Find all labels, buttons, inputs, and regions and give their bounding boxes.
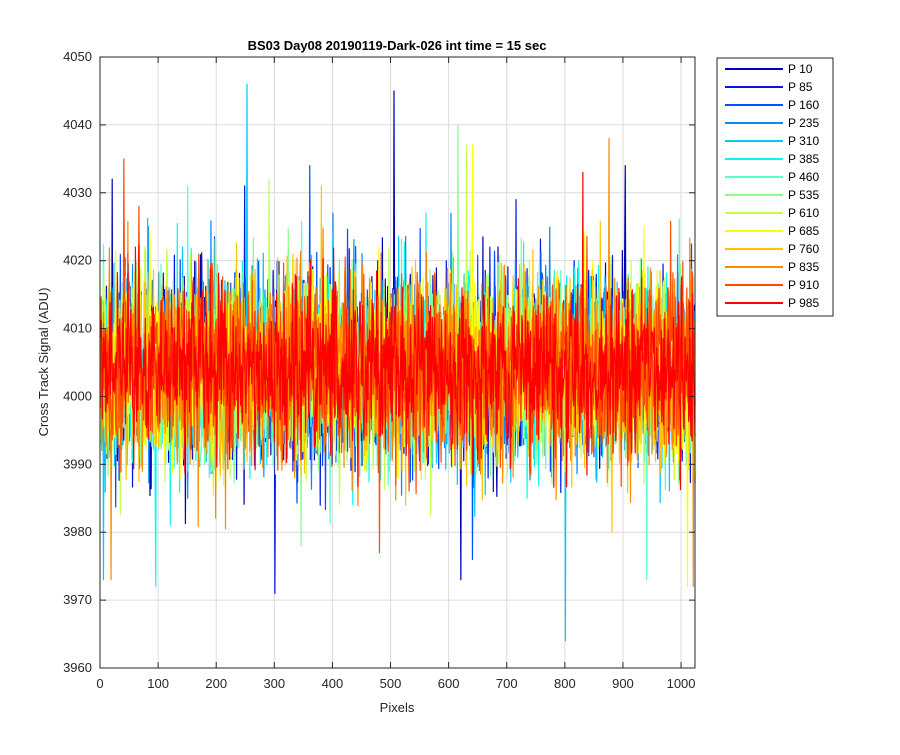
x-tick-label: 100 <box>147 676 169 691</box>
legend-entry-label: P 835 <box>788 260 819 274</box>
y-tick-label: 4010 <box>63 321 92 336</box>
legend-entry-label: P 910 <box>788 278 819 292</box>
legend-box <box>716 57 834 317</box>
legend-entry-label: P 985 <box>788 296 819 310</box>
y-tick-label: 4020 <box>63 253 92 268</box>
chart-title: BS03 Day08 20190119-Dark-026 int time = … <box>248 38 547 53</box>
x-tick-label: 500 <box>380 676 402 691</box>
x-tick-label: 400 <box>322 676 344 691</box>
plot-frame <box>99 56 696 669</box>
x-axis: 0 100 200 300 400 500 600 700 800 900 1000 <box>96 57 696 691</box>
legend-entry-label: P 10 <box>788 62 813 76</box>
y-axis: 3960 3970 3980 3990 4000 4010 4020 4030 4040 4050 <box>63 49 695 675</box>
series-layer <box>99 83 696 642</box>
legend-entry-label: P 535 <box>788 188 819 202</box>
y-tick-label: 4000 <box>63 388 92 403</box>
legend-entry-label: P 760 <box>788 242 819 256</box>
legend-entry-label: P 235 <box>788 116 819 130</box>
legend: P 10 P 85 P 160 P 235 P 310 P 385 P 460 P 535 P … <box>716 57 834 317</box>
y-tick-label: 3960 <box>63 660 92 675</box>
y-tick-label: 3990 <box>63 456 92 471</box>
legend-entry-label: P 310 <box>788 134 819 148</box>
x-tick-label: 300 <box>263 676 285 691</box>
x-tick-label: 1000 <box>667 676 696 691</box>
x-tick-label: 0 <box>96 676 103 691</box>
x-tick-label: 600 <box>438 676 460 691</box>
x-axis-label: Pixels <box>380 700 415 715</box>
x-tick-label: 800 <box>554 676 576 691</box>
series-line-p-985 <box>99 171 696 491</box>
y-tick-label: 3970 <box>63 592 92 607</box>
legend-entry-label: P 385 <box>788 152 819 166</box>
y-tick-label: 3980 <box>63 524 92 539</box>
legend-entry-label: P 610 <box>788 206 819 220</box>
y-tick-label: 4050 <box>63 49 92 64</box>
y-tick-label: 4030 <box>63 185 92 200</box>
legend-entry-label: P 685 <box>788 224 819 238</box>
series-line-p-910 <box>99 158 696 554</box>
legend-entry-label: P 160 <box>788 98 819 112</box>
x-tick-label: 900 <box>612 676 634 691</box>
x-tick-label: 200 <box>205 676 227 691</box>
legend-entry-label: P 460 <box>788 170 819 184</box>
legend-entry-label: P 85 <box>788 80 813 94</box>
x-tick-label: 700 <box>496 676 518 691</box>
y-axis-label: Cross Track Signal (ADU) <box>36 288 51 437</box>
y-tick-label: 4040 <box>63 117 92 132</box>
